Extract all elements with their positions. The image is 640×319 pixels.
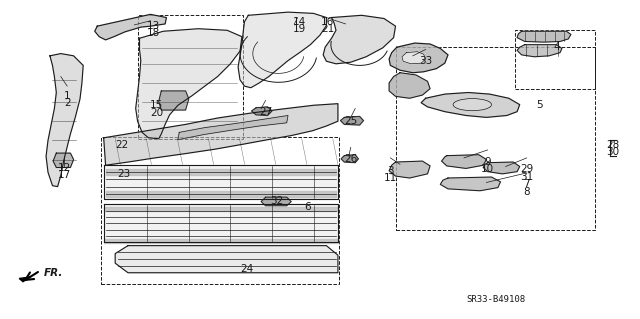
- Polygon shape: [517, 45, 562, 57]
- Polygon shape: [389, 73, 430, 98]
- Polygon shape: [53, 153, 74, 167]
- Text: 30: 30: [607, 147, 620, 157]
- Polygon shape: [104, 104, 338, 165]
- Text: FR.: FR.: [44, 268, 63, 278]
- Polygon shape: [46, 54, 83, 187]
- Polygon shape: [389, 161, 430, 178]
- Text: 15: 15: [150, 100, 163, 110]
- Text: 25: 25: [344, 115, 357, 126]
- Text: 22: 22: [115, 139, 128, 150]
- Polygon shape: [389, 43, 448, 73]
- Polygon shape: [341, 155, 358, 163]
- Polygon shape: [104, 207, 338, 211]
- Polygon shape: [106, 191, 336, 197]
- Polygon shape: [517, 31, 571, 42]
- Text: 29: 29: [520, 164, 533, 174]
- Text: 9: 9: [484, 157, 491, 167]
- Text: 28: 28: [607, 139, 620, 150]
- Text: 26: 26: [344, 154, 357, 164]
- Text: 19: 19: [293, 24, 306, 34]
- Text: 10: 10: [481, 164, 494, 174]
- Text: 5: 5: [536, 100, 543, 110]
- Text: 21: 21: [321, 24, 334, 34]
- Polygon shape: [19, 277, 31, 282]
- Polygon shape: [95, 14, 166, 40]
- Text: 31: 31: [520, 172, 533, 182]
- Text: SR33-B49108: SR33-B49108: [467, 295, 525, 304]
- Text: 7: 7: [524, 179, 530, 189]
- Text: 16: 16: [321, 17, 334, 27]
- Text: 1: 1: [64, 91, 70, 101]
- Polygon shape: [252, 107, 272, 115]
- Polygon shape: [136, 29, 242, 139]
- Bar: [515, 30, 595, 89]
- Text: 13: 13: [147, 21, 160, 31]
- Polygon shape: [115, 246, 338, 273]
- Bar: [101, 137, 339, 284]
- Polygon shape: [442, 155, 486, 168]
- Text: 4: 4: [554, 42, 560, 52]
- Polygon shape: [104, 204, 338, 242]
- Polygon shape: [402, 52, 426, 64]
- Text: 3: 3: [387, 166, 394, 176]
- Bar: [396, 47, 595, 230]
- Text: 33: 33: [419, 56, 432, 66]
- Text: 6: 6: [304, 202, 310, 212]
- Polygon shape: [323, 15, 396, 64]
- Text: 20: 20: [150, 108, 163, 118]
- Text: 24: 24: [240, 263, 253, 274]
- Polygon shape: [106, 169, 336, 175]
- Text: 14: 14: [293, 17, 306, 27]
- Text: 2: 2: [64, 98, 70, 108]
- Bar: [138, 15, 243, 139]
- Polygon shape: [159, 91, 189, 110]
- Text: 11: 11: [384, 173, 397, 183]
- Text: 27: 27: [259, 107, 272, 117]
- Text: 23: 23: [117, 169, 130, 179]
- Text: 12: 12: [58, 163, 70, 173]
- Polygon shape: [178, 115, 288, 140]
- Text: 18: 18: [147, 28, 160, 39]
- Polygon shape: [421, 93, 520, 117]
- Polygon shape: [261, 197, 291, 206]
- Polygon shape: [440, 177, 500, 191]
- Polygon shape: [238, 12, 326, 88]
- Text: 32: 32: [270, 196, 283, 206]
- Polygon shape: [104, 165, 338, 199]
- Polygon shape: [483, 162, 520, 174]
- Ellipse shape: [453, 99, 492, 111]
- Text: 17: 17: [58, 170, 70, 181]
- Polygon shape: [104, 239, 338, 243]
- Text: 8: 8: [524, 187, 530, 197]
- Polygon shape: [340, 116, 364, 125]
